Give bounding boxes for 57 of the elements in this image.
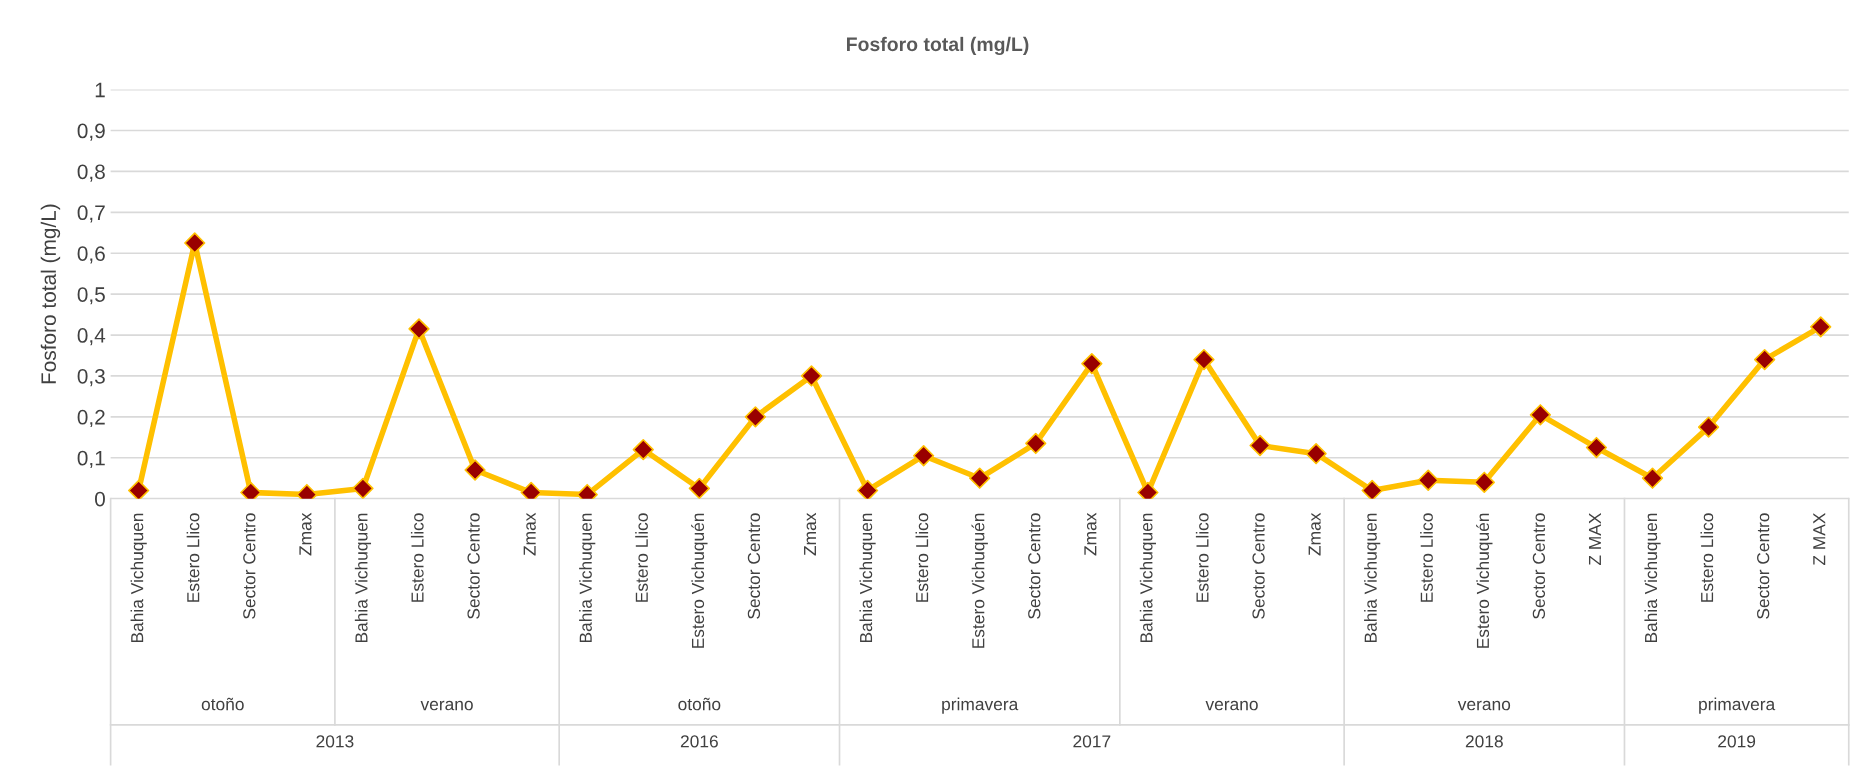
x-tick-label: Zmax — [299, 512, 312, 556]
text: verano — [1205, 700, 1258, 711]
y-axis-title: Fosforo total (mg/L) — [40, 204, 61, 384]
y-tick-label: 0,4 — [77, 328, 106, 346]
text: 2019 — [1718, 735, 1756, 748]
chart-title: Fosforo total (mg/L) — [847, 36, 1029, 56]
x-tick-label: Sector Centro — [467, 513, 480, 619]
x-tick-label: Estero Vichuquén — [1476, 513, 1493, 648]
x-tick-label: Bahia Vichuquen — [579, 513, 596, 643]
x-tick-label: Estero Llico — [1420, 513, 1433, 602]
x-tick-label: Bahia Vichuquen — [130, 513, 147, 643]
x-tick-label: Sector Centro — [1532, 513, 1546, 619]
text: otoño — [201, 697, 244, 711]
x-tick-label: Bahia Vichuquen — [1364, 513, 1381, 643]
x-tick-label: Zmax — [1308, 512, 1321, 556]
text: verano — [1457, 700, 1511, 711]
text: 2016 — [680, 735, 718, 748]
x-tick-label: Estero Llico — [410, 513, 424, 602]
x-tick-label: Estero Llico — [1700, 513, 1714, 602]
x-tick-label: Estero Vichuquén — [691, 513, 708, 648]
text: primavera — [942, 697, 1019, 714]
text: primavera — [1699, 697, 1776, 714]
x-tick-label: Z MAX — [1813, 512, 1826, 566]
text: verano — [420, 700, 473, 711]
x-tick-label: Z MAX — [1588, 512, 1601, 566]
x-tick-label: Bahia Vichuquen — [1139, 513, 1156, 643]
y-tick-label: 1 — [95, 82, 105, 98]
x-tick-label: Sector Centro — [243, 513, 256, 619]
x-tick-label: Estero Vichuquén — [971, 513, 988, 648]
text: 2017 — [1073, 735, 1111, 748]
y-tick-label: 0,8 — [77, 164, 105, 182]
y-tick-label: 0,7 — [77, 205, 105, 223]
y-tick-label: 0,9 — [77, 123, 105, 141]
y-tick-label: 0,1 — [77, 450, 105, 468]
x-tick-label: Zmax — [804, 512, 817, 556]
x-tick-label: Zmax — [523, 512, 536, 556]
x-tick-label: Estero Llico — [915, 513, 929, 602]
x-tick-label: Sector Centro — [1028, 513, 1041, 619]
y-tick-label: 0,6 — [77, 246, 105, 264]
x-tick-label: Estero Llico — [635, 513, 648, 602]
x-tick-label: Bahia Vichuquen — [859, 513, 876, 643]
x-tick-label: Estero Llico — [1195, 513, 1209, 602]
text: otoño — [678, 697, 721, 711]
y-tick-label: 0,5 — [77, 287, 105, 305]
text: 2013 — [316, 735, 354, 748]
x-tick-label: Sector Centro — [1252, 513, 1265, 619]
y-tick-label: 0 — [94, 491, 105, 507]
y-tick-label: 0,2 — [77, 409, 105, 428]
x-tick-label: Sector Centro — [747, 513, 761, 619]
point — [1361, 479, 1383, 499]
text: 2018 — [1465, 735, 1503, 748]
x-tick-label: Bahia Vichuquen — [1644, 513, 1661, 643]
x-tick-label: Estero Llico — [186, 513, 200, 602]
x-tick-label: Zmax — [1084, 512, 1097, 556]
x-tick-label: Bahia Vichuquen — [354, 513, 372, 643]
y-tick-label: 0,3 — [77, 368, 105, 387]
x-tick-label: Sector Centro — [1757, 513, 1770, 619]
